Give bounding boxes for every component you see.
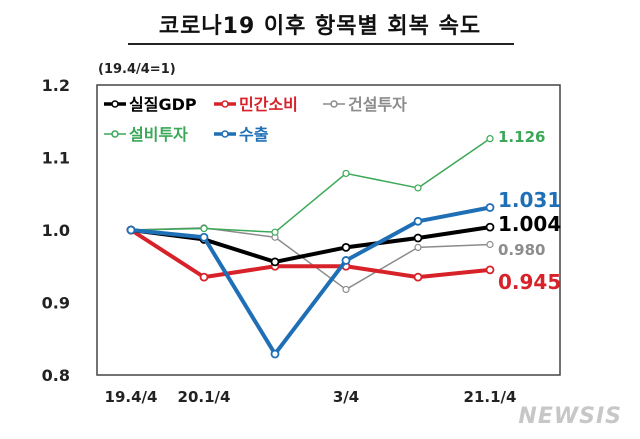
base-note: (19.4/4=1): [98, 62, 176, 77]
data-point: [485, 203, 495, 212]
y-axis: 0.8 0.9 1.0 1.1 1.2: [42, 76, 70, 385]
series-layer: [126, 135, 495, 359]
legend-marker: [111, 130, 119, 138]
data-point: [486, 135, 494, 143]
legend-marker: [221, 100, 229, 108]
x-tick-label: 19.4/4: [105, 388, 158, 406]
end-value-label: 1.004: [498, 212, 561, 236]
legend-label: 설비투자: [129, 125, 188, 144]
x-tick-label: 3/4: [333, 388, 359, 406]
legend-label: 실질GDP: [129, 95, 197, 114]
series-line: [130, 225, 491, 264]
data-point: [342, 169, 350, 178]
data-point: [271, 228, 279, 236]
x-axis: 19.4/4 20.1/4 3/4 21.1/4: [105, 388, 517, 406]
legend-marker: [111, 100, 119, 108]
data-point: [485, 222, 495, 232]
data-point: [486, 240, 494, 249]
chart-title: 코로나19 이후 항목별 회복 속도: [158, 14, 482, 39]
y-tick-label: 0.9: [42, 294, 70, 313]
data-point: [414, 184, 422, 192]
series-line: [130, 138, 491, 233]
series-line: [129, 228, 491, 280]
y-tick-label: 1.1: [42, 149, 70, 168]
legend-label: 건설투자: [348, 95, 407, 114]
title-underline: [128, 43, 514, 45]
y-tick-label: 1.0: [42, 221, 70, 240]
end-value-label: 0.945: [498, 270, 561, 294]
y-tick-label: 1.2: [42, 76, 70, 95]
end-value-label: 0.980: [498, 241, 545, 259]
data-point: [126, 225, 136, 235]
x-tick-label: 20.1/4: [178, 388, 231, 406]
legend-marker: [330, 100, 338, 108]
legend-label: 민간소비: [239, 95, 298, 114]
legend-label: 수출: [239, 125, 269, 144]
data-point: [342, 285, 350, 294]
x-tick-label: 21.1/4: [464, 388, 517, 406]
data-point: [270, 349, 280, 359]
data-point: [341, 242, 351, 252]
plot-frame: [96, 84, 561, 376]
data-point: [413, 272, 423, 282]
end-value-label: 1.031: [498, 188, 561, 212]
data-point: [270, 257, 280, 267]
data-point: [414, 243, 422, 251]
data-point: [413, 233, 423, 243]
data-point: [413, 216, 423, 226]
data-point: [199, 232, 209, 242]
y-tick-label: 0.8: [42, 366, 70, 385]
data-point: [341, 256, 351, 265]
end-labels: 1.004 0.945 0.980 1.126 1.031: [498, 128, 561, 294]
end-value-label: 1.126: [498, 128, 545, 146]
series-line: [130, 205, 491, 356]
data-point: [485, 265, 495, 275]
watermark-logo: NEWSIS: [518, 404, 622, 429]
data-point: [200, 224, 208, 233]
legend-marker: [221, 130, 229, 138]
data-point: [199, 272, 209, 282]
